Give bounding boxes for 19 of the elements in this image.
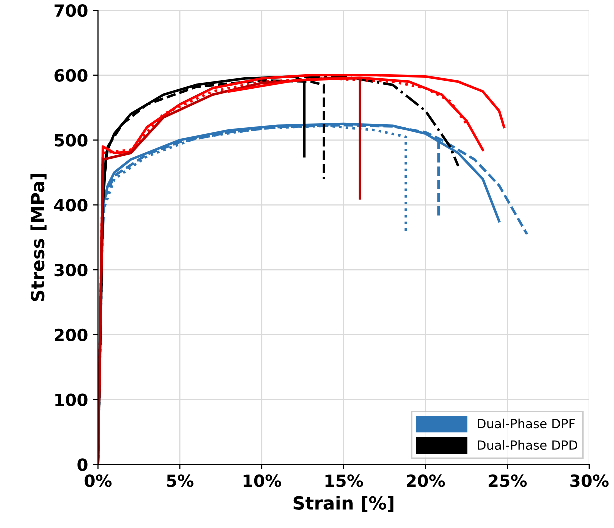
x-tick-label: 20% (407, 474, 446, 488)
y-tick-label: 600 (54, 69, 88, 82)
y-tick-label: 300 (54, 264, 88, 277)
legend-label: Dual-Phase DPF (478, 418, 576, 429)
x-axis-title: Strain [%] (294, 496, 394, 512)
y-tick-label: 200 (55, 328, 88, 342)
x-tick-label: 0% (84, 474, 112, 488)
y-tick-label: 0 (78, 458, 88, 472)
y-tick-label: 500 (55, 134, 88, 147)
y-tick-label: 100 (56, 394, 88, 406)
y-tick-label: 700 (54, 4, 88, 18)
x-tick-label: 25% (488, 474, 527, 488)
legend-label: Dual-Phase DPD (478, 440, 578, 450)
x-tick-label: 5% (167, 474, 194, 488)
y-tick-label: 400 (54, 199, 88, 212)
x-tick-label: 30% (570, 474, 609, 488)
x-tick-label: 10% (244, 474, 282, 488)
y-axis-title: Stress [MPa] (30, 174, 47, 302)
x-tick-label: 15% (326, 474, 364, 488)
